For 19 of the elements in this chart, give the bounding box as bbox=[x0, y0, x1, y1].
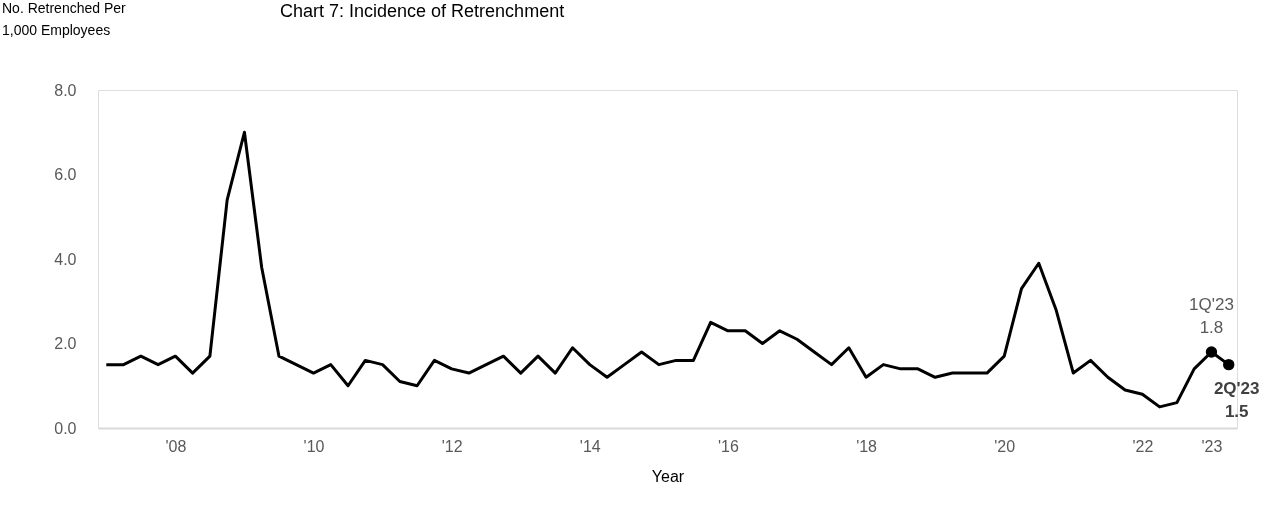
annotation: 1Q'23 1.8 bbox=[1189, 294, 1234, 337]
x-tick-label: '18 bbox=[856, 437, 878, 455]
y-tick-label: 4.0 bbox=[54, 250, 77, 268]
y-tick-label: 6.0 bbox=[54, 166, 77, 183]
y-tick-label: 0.0 bbox=[54, 419, 77, 437]
x-tick-label: '23 bbox=[1201, 437, 1223, 455]
x-tick-label: '08 bbox=[165, 437, 187, 455]
y-tick-label: 2.0 bbox=[54, 335, 77, 352]
x-tick-label: '20 bbox=[994, 437, 1016, 455]
x-tick-label: '16 bbox=[718, 437, 739, 455]
y-tick-label: 8.0 bbox=[54, 81, 77, 99]
x-axis-title: Year bbox=[651, 467, 685, 485]
x-tick-label: '12 bbox=[441, 437, 463, 455]
annotation: 2Q'23 1.5 bbox=[1213, 378, 1260, 421]
x-tick-label: '10 bbox=[303, 437, 325, 455]
y-axis-title: No. Retrenched Per 1,000 Employees bbox=[2, 0, 127, 38]
x-tick-label: '22 bbox=[1132, 437, 1154, 455]
x-tick-label: '14 bbox=[579, 437, 601, 455]
chart-title: Chart 7: Incidence of Retrenchment bbox=[280, 1, 565, 21]
